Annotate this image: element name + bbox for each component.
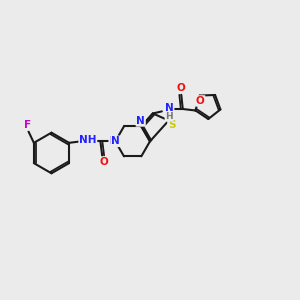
Text: N: N [109, 136, 118, 146]
Text: S: S [168, 120, 176, 130]
Text: O: O [196, 96, 205, 106]
Text: NH: NH [79, 135, 97, 145]
Text: F: F [24, 120, 32, 130]
Text: H: H [165, 112, 173, 121]
Text: N: N [165, 103, 174, 113]
Text: O: O [99, 157, 108, 167]
Text: N: N [136, 116, 145, 126]
Text: N: N [111, 136, 120, 146]
Text: O: O [176, 83, 185, 93]
